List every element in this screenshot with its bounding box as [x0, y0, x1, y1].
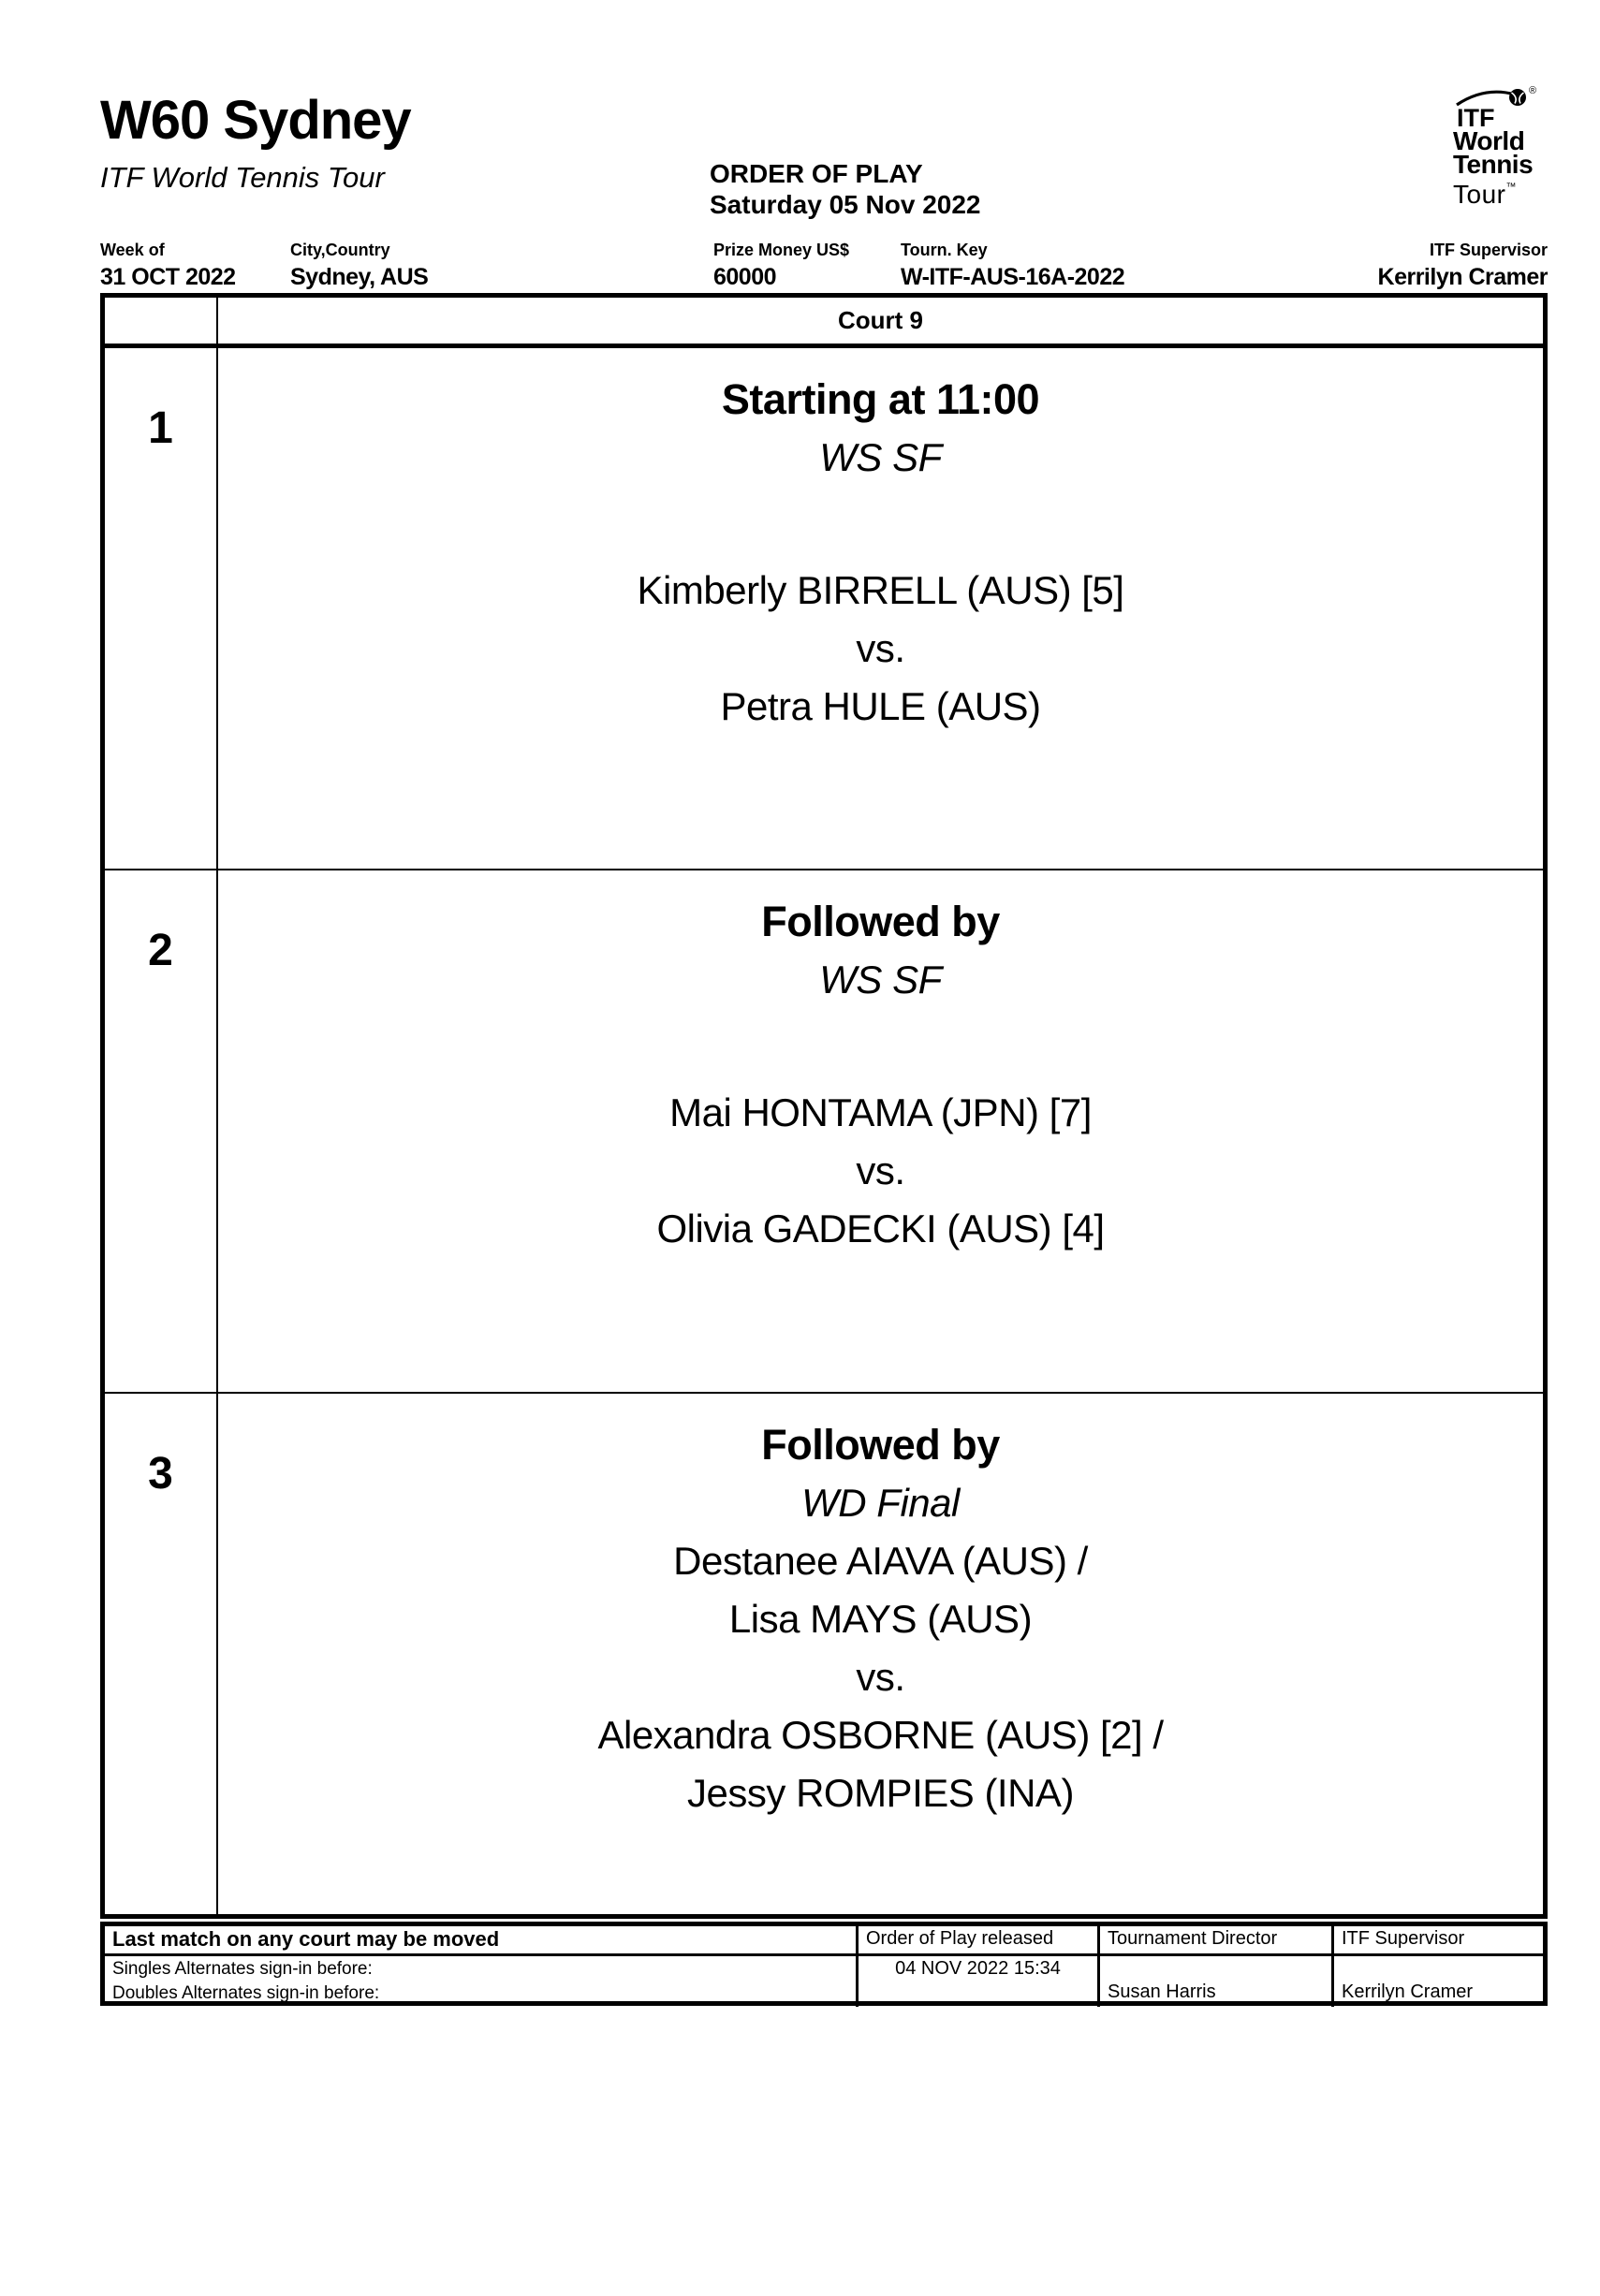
- field-value: Kerrilyn Cramer: [1377, 264, 1549, 290]
- match-number: 2: [105, 870, 218, 1392]
- match-number-header-cell: [105, 298, 218, 344]
- match-number: 1: [105, 348, 218, 870]
- match-round: WD Final: [801, 1480, 960, 1525]
- document-date: Saturday 05 Nov 2022: [710, 190, 981, 219]
- svg-text:ITF: ITF: [1457, 104, 1495, 129]
- match-round: WS SF: [819, 435, 942, 479]
- player-side2: Petra HULE (AUS): [720, 684, 1041, 728]
- spacer: [218, 487, 1543, 562]
- signin-notes: Singles Alternates sign-in before: Doubl…: [105, 1956, 859, 2007]
- versus-label: vs.: [856, 1654, 905, 1699]
- field-city-country: City,Country Sydney, AUS: [290, 240, 429, 291]
- match-followed-by: Followed by: [761, 898, 1000, 946]
- event-title: W60 Sydney: [100, 90, 412, 151]
- singles-signin-note: Singles Alternates sign-in before:: [112, 1959, 373, 1979]
- logo-word-tour: Tour™: [1453, 176, 1558, 209]
- field-value: Sydney, AUS: [290, 264, 429, 290]
- field-week-of: Week of 31 OCT 2022: [100, 240, 236, 291]
- released-timestamp: 04 NOV 2022 15:34: [859, 1956, 1100, 2007]
- tournament-director-name: Susan Harris: [1108, 1982, 1216, 2002]
- svg-text:®: ®: [1529, 85, 1536, 96]
- released-label: Order of Play released: [859, 1926, 1100, 1953]
- versus-label: vs.: [856, 626, 905, 670]
- court-name: Court 9: [838, 306, 923, 334]
- itf-supervisor-cell: Kerrilyn Cramer: [1334, 1956, 1543, 2007]
- match-followed-by: Followed by: [761, 1420, 1000, 1469]
- itf-supervisor-name: Kerrilyn Cramer: [1342, 1982, 1474, 2002]
- field-label: Week of: [100, 241, 165, 259]
- field-prize-money: Prize Money US$ 60000: [713, 240, 849, 291]
- field-itf-supervisor: ITF Supervisor Kerrilyn Cramer: [1377, 240, 1549, 291]
- field-label: Tourn. Key: [901, 241, 988, 259]
- order-of-play-table: Court 9 1 Starting at 11:00 WS SF Kimber…: [100, 293, 1548, 1919]
- field-label: ITF Supervisor: [1429, 241, 1548, 259]
- logo-word-world: World: [1453, 126, 1525, 155]
- player-side2: Olivia GADECKI (AUS) [4]: [656, 1206, 1105, 1251]
- logo-word-tennis: Tennis: [1453, 150, 1534, 179]
- field-tournament-key: Tourn. Key W-ITF-AUS-16A-2022: [901, 240, 1125, 291]
- footer-value-row: Singles Alternates sign-in before: Doubl…: [105, 1956, 1543, 2007]
- player-side1: Mai HONTAMA (JPN) [7]: [669, 1090, 1092, 1135]
- match-row-2: 2 Followed by WS SF Mai HONTAMA (JPN) [7…: [105, 870, 1543, 1394]
- field-label: Prize Money US$: [713, 241, 850, 259]
- field-value: W-ITF-AUS-16A-2022: [901, 264, 1125, 290]
- field-value: 60000: [713, 264, 777, 290]
- player-side1-a: Destanee AIAVA (AUS) /: [673, 1538, 1088, 1583]
- last-match-note: Last match on any court may be moved: [105, 1926, 859, 1953]
- itf-logo-mark-icon: ® ITF: [1456, 85, 1536, 129]
- document-title: ORDER OF PLAY: [710, 159, 923, 188]
- match-number: 3: [105, 1393, 218, 1914]
- player-side1: Kimberly BIRRELL (AUS) [5]: [637, 568, 1124, 612]
- itf-supervisor-label: ITF Supervisor: [1342, 1928, 1465, 1949]
- trademark-symbol: ™: [1505, 182, 1517, 193]
- field-label: City,Country: [290, 241, 390, 259]
- match-round: WS SF: [819, 958, 942, 1002]
- match-start-time: Starting at 11:00: [721, 375, 1040, 423]
- itf-world-tennis-tour-logo: ® ITF World Tennis Tour™: [1453, 82, 1558, 209]
- tournament-director-label: Tournament Director: [1100, 1926, 1334, 1953]
- field-value: 31 OCT 2022: [100, 264, 236, 290]
- match-details: Followed by WD Final Destanee AIAVA (AUS…: [218, 1394, 1543, 1914]
- doubles-signin-note: Doubles Alternates sign-in before:: [112, 1983, 380, 2003]
- match-row-3: 3 Followed by WD Final Destanee AIAVA (A…: [105, 1393, 1543, 1914]
- event-subtitle: ITF World Tennis Tour: [100, 161, 385, 194]
- logo-word-tour-text: Tour: [1453, 180, 1506, 209]
- versus-label: vs.: [856, 1148, 905, 1193]
- player-side2-a: Alexandra OSBORNE (AUS) [2] /: [597, 1712, 1164, 1757]
- player-side2-b: Jessy ROMPIES (INA): [687, 1770, 1074, 1815]
- match-details: Starting at 11:00 WS SF Kimberly BIRRELL…: [218, 348, 1543, 869]
- spacer: [218, 1009, 1543, 1084]
- footer-table: Last match on any court may be moved Ord…: [100, 1922, 1548, 2007]
- tournament-director-cell: Susan Harris: [1100, 1956, 1334, 2007]
- court-header-row: Court 9: [105, 298, 1543, 348]
- match-row-1: 1 Starting at 11:00 WS SF Kimberly BIRRE…: [105, 348, 1543, 871]
- footer-header-row: Last match on any court may be moved Ord…: [105, 1926, 1543, 1956]
- match-details: Followed by WS SF Mai HONTAMA (JPN) [7] …: [218, 870, 1543, 1391]
- player-side1-b: Lisa MAYS (AUS): [728, 1596, 1033, 1641]
